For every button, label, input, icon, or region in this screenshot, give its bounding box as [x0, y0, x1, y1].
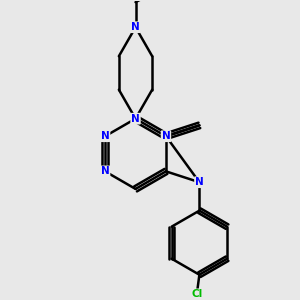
Text: N: N	[131, 22, 140, 32]
Text: Cl: Cl	[191, 289, 202, 299]
Text: N: N	[131, 114, 140, 124]
Text: N: N	[195, 177, 204, 187]
Text: N: N	[101, 131, 110, 141]
Text: N: N	[162, 131, 170, 141]
Text: N: N	[101, 167, 110, 176]
